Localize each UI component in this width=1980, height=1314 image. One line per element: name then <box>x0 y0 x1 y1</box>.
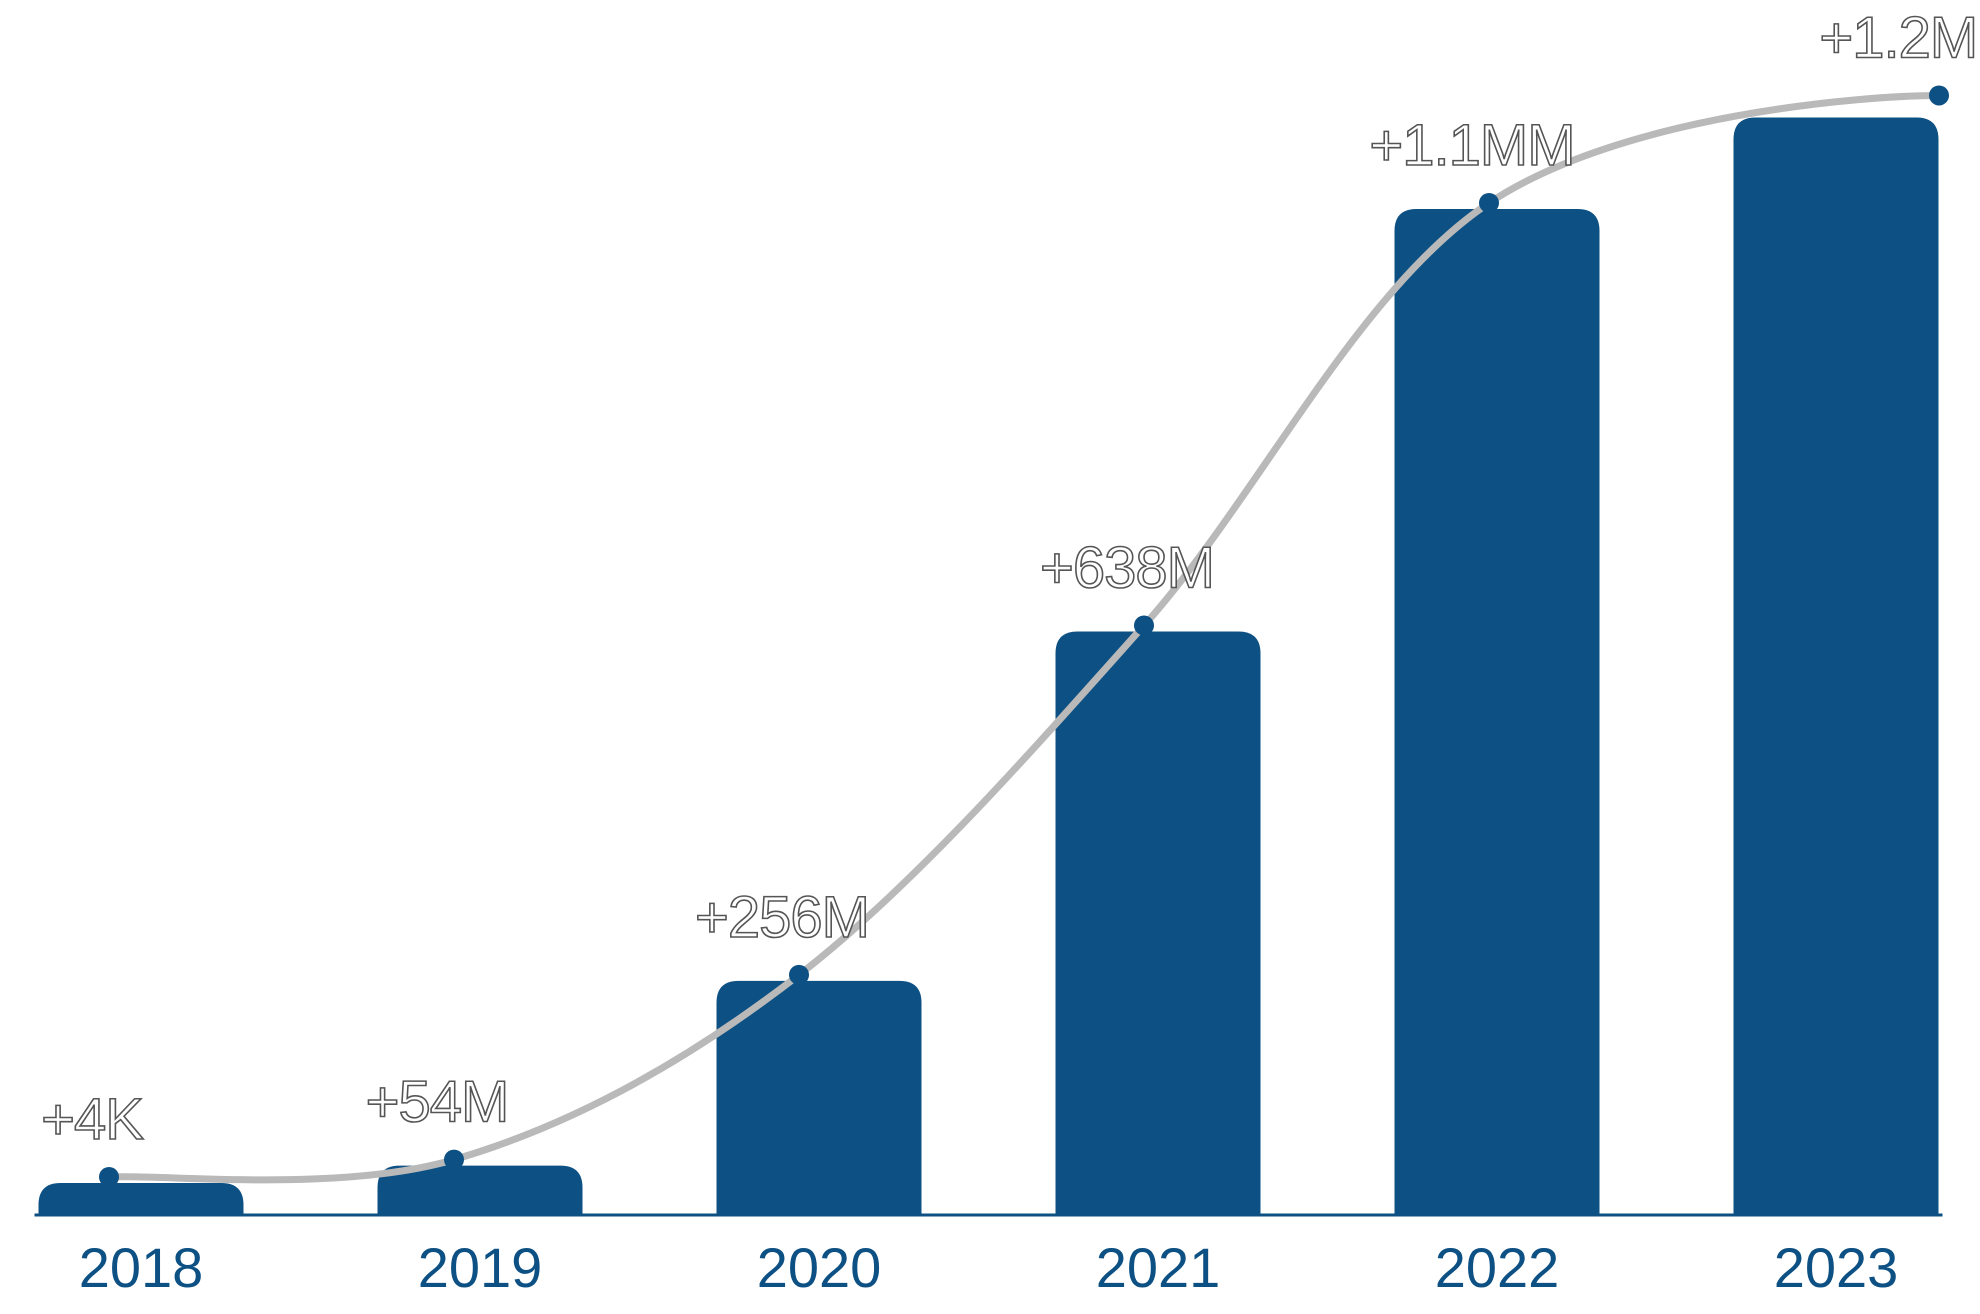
bar-2023 <box>1733 117 1939 1216</box>
bar-2020 <box>716 980 922 1215</box>
x-tick-label-2023: 2023 <box>1774 1236 1899 1299</box>
bar-2019 <box>377 1165 583 1215</box>
data-label-2019: +54M <box>366 1070 509 1135</box>
data-label-2023: +1.2MM <box>1819 5 1980 70</box>
bar-2021 <box>1055 631 1261 1215</box>
trend-point-2021 <box>1134 615 1154 636</box>
trend-line <box>105 91 1943 1184</box>
x-tick-label-2020: 2020 <box>757 1236 882 1299</box>
data-label-2020: +256M <box>695 885 869 950</box>
bar-2018 <box>38 1183 244 1215</box>
x-tick-label-2022: 2022 <box>1435 1236 1560 1299</box>
data-labels-group: +4K +54M +256M +638M +1.1MM +1.2MM <box>40 5 1980 1153</box>
trend-points-group <box>99 85 1949 1187</box>
data-label-2022: +1.1MM <box>1369 113 1574 178</box>
trend-point-2020 <box>789 964 809 985</box>
x-tick-label-2018: 2018 <box>79 1236 204 1299</box>
bars-group <box>38 117 1939 1216</box>
x-tick-label-2021: 2021 <box>1096 1236 1221 1299</box>
trend-point-2019 <box>444 1149 464 1170</box>
data-label-2018: +4K <box>41 1087 144 1152</box>
bar-2022 <box>1394 208 1600 1215</box>
trend-point-2018 <box>99 1167 119 1187</box>
x-tick-labels-group: 2018 2019 2020 2021 2022 2023 <box>79 1236 1899 1299</box>
trend-point-2023 <box>1929 85 1949 106</box>
x-tick-label-2019: 2019 <box>418 1236 543 1299</box>
trend-point-2022 <box>1479 192 1499 213</box>
data-label-2021: +638M <box>1040 535 1214 600</box>
